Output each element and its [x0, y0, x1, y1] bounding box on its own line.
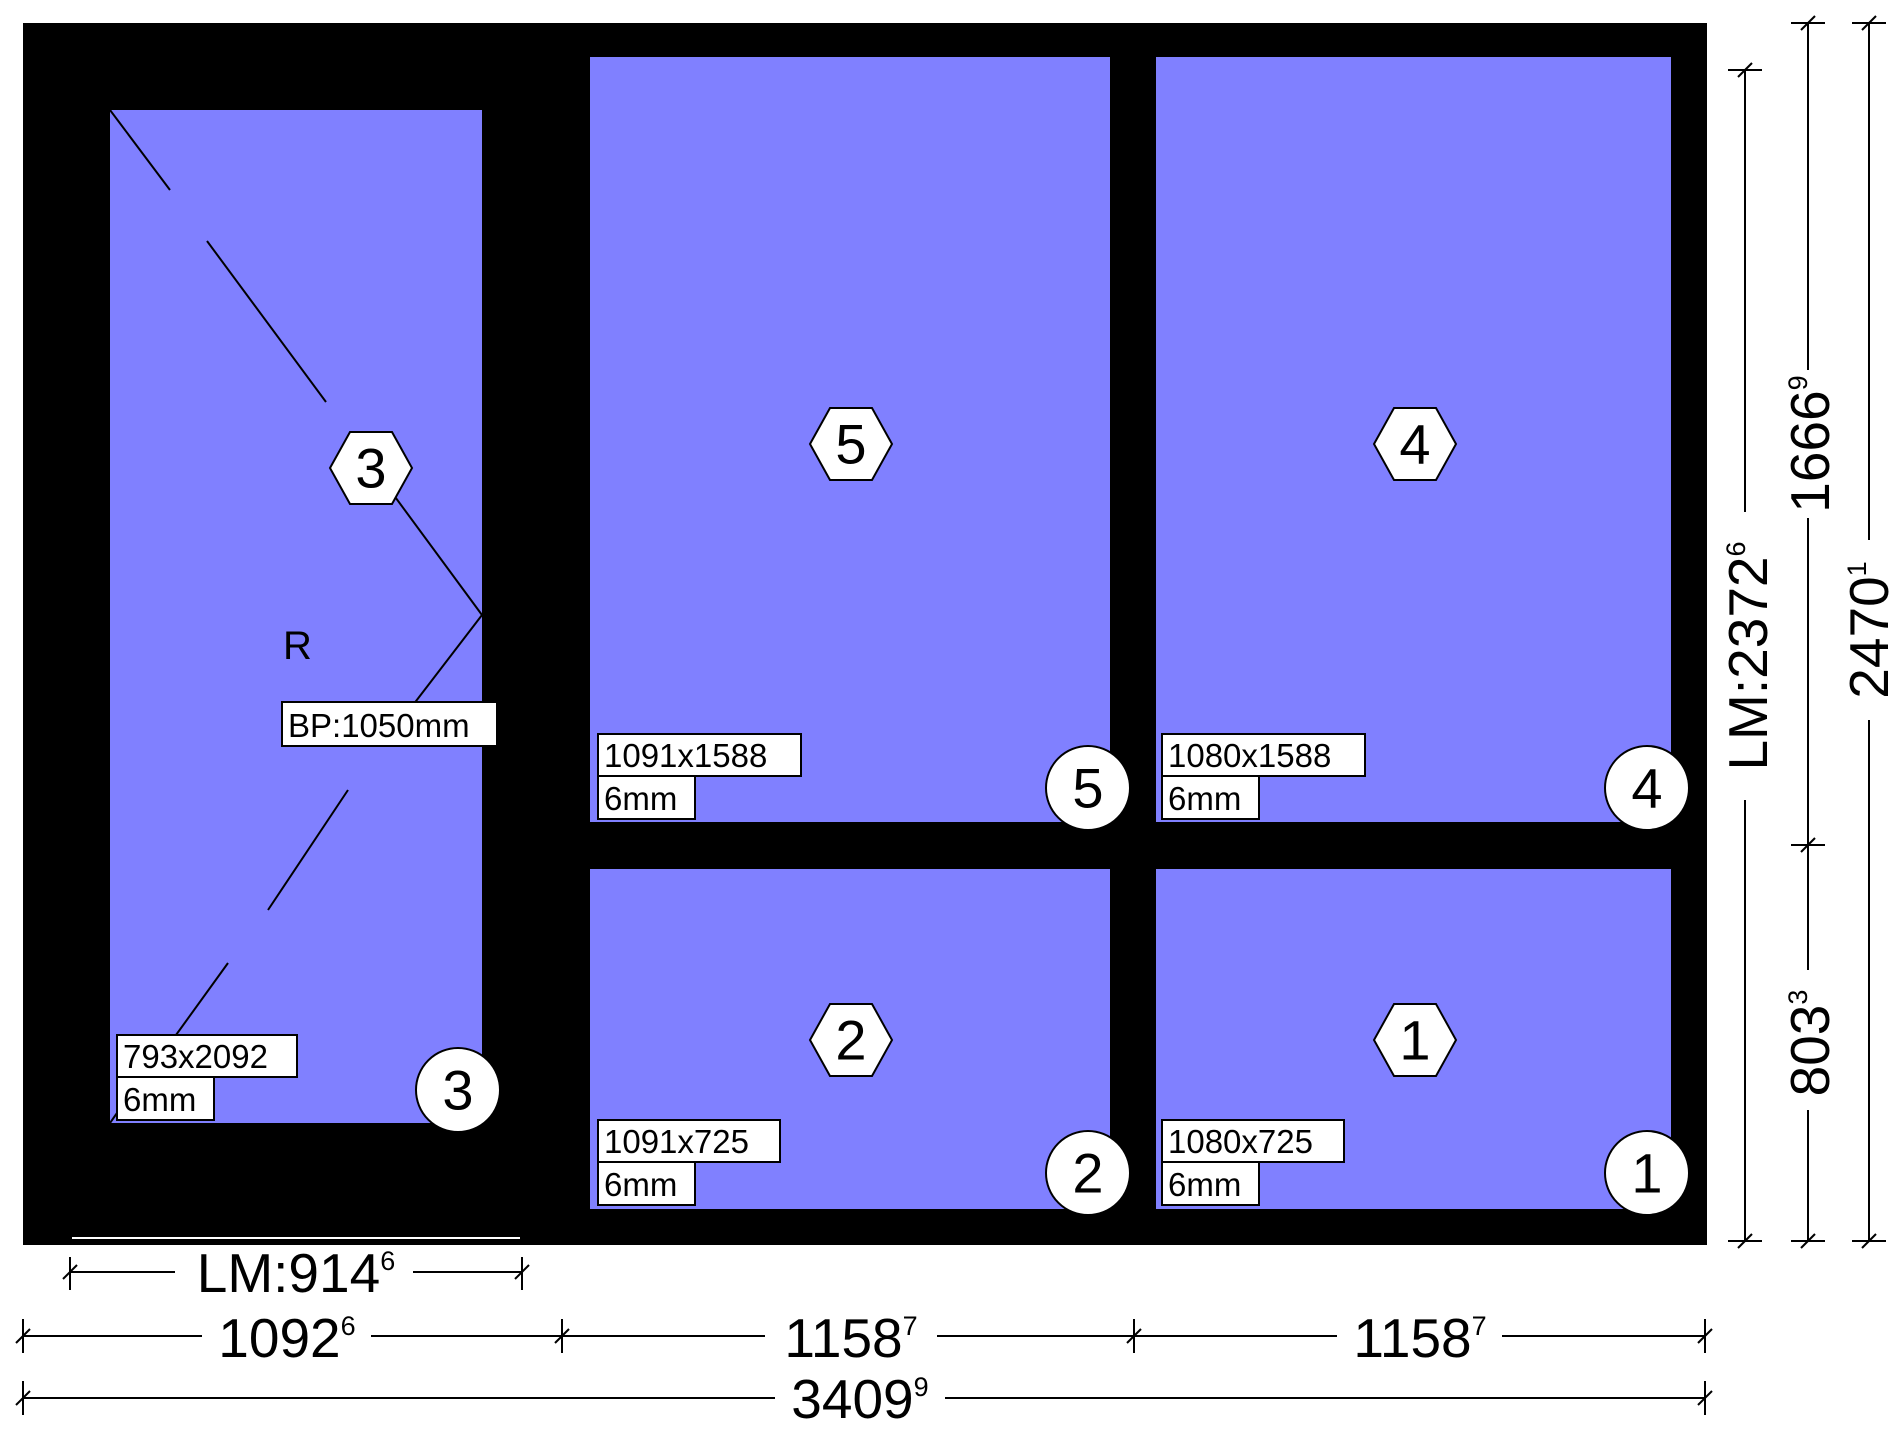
- pane-label-5: 1091x1588 6mm: [597, 733, 802, 820]
- svg-text:1: 1: [1631, 1142, 1662, 1205]
- hex-marker-5: 5: [808, 407, 894, 481]
- dim-width-total-line: [15, 1381, 1713, 1415]
- svg-text:BP:1050mm: BP:1050mm: [288, 707, 470, 744]
- pane-size-3: 793x2092: [123, 1038, 268, 1075]
- svg-text:5: 5: [1072, 757, 1103, 820]
- dim-width-left-value: 10926: [218, 1307, 355, 1369]
- circle-marker-1: 1: [1604, 1130, 1690, 1216]
- circle-marker-3: 3: [415, 1047, 501, 1133]
- pane-thickness-2: 6mm: [604, 1166, 677, 1203]
- pane-label-4: 1080x1588 6mm: [1161, 733, 1366, 820]
- svg-text:2: 2: [1072, 1142, 1103, 1205]
- glass-pane-3[interactable]: [110, 110, 482, 1123]
- dim-height-segments-line: [1791, 15, 1825, 1249]
- dim-height-upper-value: 16669: [1779, 375, 1841, 512]
- svg-text:4: 4: [1399, 413, 1430, 476]
- hex-marker-4: 4: [1372, 407, 1458, 481]
- dim-sash-light-value: LM:9146: [197, 1242, 395, 1304]
- pane-label-3: 793x2092 6mm: [116, 1034, 298, 1121]
- pane-size-5: 1091x1588: [604, 737, 767, 774]
- dim-width-middle-value: 11587: [784, 1307, 917, 1369]
- hex-marker-1: 1: [1372, 1003, 1458, 1077]
- pane-label-1: 1080x725 6mm: [1161, 1119, 1345, 1206]
- dim-height-light-value: LM:23726: [1717, 541, 1779, 770]
- hex-marker-2: 2: [808, 1003, 894, 1077]
- pane-thickness-3: 6mm: [123, 1081, 196, 1118]
- svg-text:4: 4: [1631, 757, 1662, 820]
- dim-height-total-value: 24701: [1838, 561, 1890, 698]
- circle-marker-5: 5: [1045, 745, 1131, 831]
- dim-height-total-line: [1852, 15, 1886, 1249]
- pane-thickness-5: 6mm: [604, 780, 677, 817]
- svg-text:3: 3: [442, 1059, 473, 1122]
- pane-size-1: 1080x725: [1168, 1123, 1313, 1160]
- circle-marker-4: 4: [1604, 745, 1690, 831]
- pane-thickness-1: 6mm: [1168, 1166, 1241, 1203]
- svg-text:1: 1: [1399, 1009, 1430, 1072]
- svg-text:2: 2: [835, 1009, 866, 1072]
- pane-size-4: 1080x1588: [1168, 737, 1331, 774]
- hex-marker-3: 3: [328, 431, 414, 505]
- dim-height-light-line: [1728, 62, 1762, 1249]
- dim-width-total-value: 34099: [791, 1368, 928, 1429]
- pane-label-2: 1091x725 6mm: [597, 1119, 781, 1206]
- dim-width-right-value: 11587: [1353, 1307, 1486, 1369]
- pane-thickness-4: 6mm: [1168, 780, 1241, 817]
- handle-height-label: BP:1050mm: [281, 701, 498, 747]
- svg-text:3: 3: [355, 437, 386, 500]
- pane-size-2: 1091x725: [604, 1123, 749, 1160]
- circle-marker-2: 2: [1045, 1130, 1131, 1216]
- dim-width-segments-line: [15, 1319, 1713, 1353]
- dim-height-lower-value: 8033: [1779, 990, 1841, 1097]
- dim-sash-light-line: [62, 1257, 530, 1290]
- opening-side-label: R: [283, 624, 312, 668]
- svg-text:5: 5: [835, 413, 866, 476]
